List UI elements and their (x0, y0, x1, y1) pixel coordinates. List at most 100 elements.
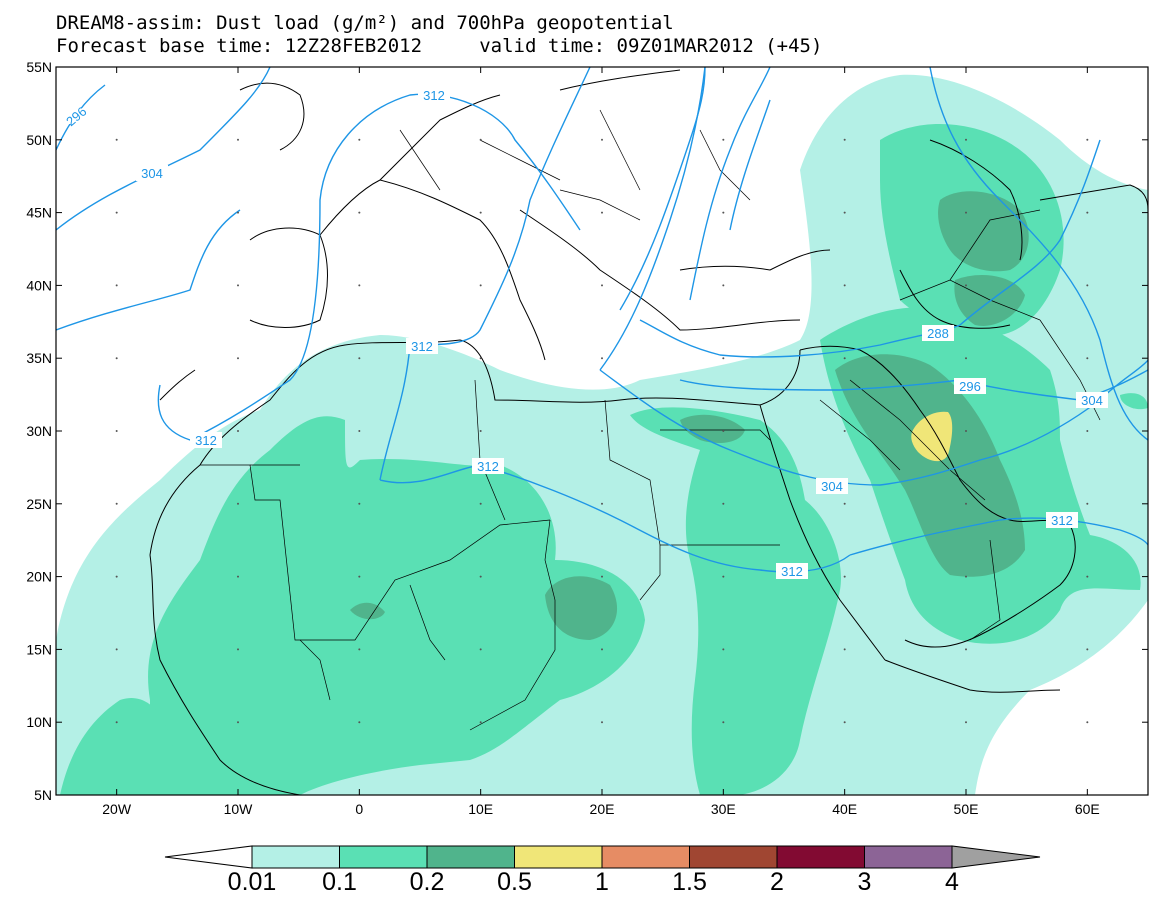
grid-dot (601, 575, 603, 578)
grid-dot (601, 357, 603, 360)
grid-dot (1086, 721, 1089, 724)
grid-dot (115, 211, 118, 214)
grid-dot (358, 138, 361, 141)
lon-label: 60E (1075, 801, 1100, 817)
colorbar-level-label: 0.1 (322, 868, 357, 896)
grid-dot (479, 502, 482, 505)
colorbar-level-label: 0.5 (497, 868, 532, 896)
grid-dot (358, 284, 361, 287)
colorbar-segment (426, 845, 515, 869)
grid-dot (722, 648, 725, 651)
grid-dot (358, 575, 361, 578)
grid-dot (722, 284, 725, 287)
svg-text:288: 288 (927, 326, 949, 341)
lon-label: 0 (355, 801, 363, 817)
svg-text:312: 312 (195, 433, 217, 448)
grid-dot (965, 284, 967, 287)
grid-dot (115, 502, 118, 505)
colorbar-level-label: 2 (770, 868, 784, 896)
grid-dot (722, 211, 725, 214)
coastlines (149, 69, 1148, 795)
grid-dot (965, 648, 967, 651)
lon-label: 20W (102, 801, 132, 817)
colorbar-level-label: 1 (595, 868, 609, 896)
grid-dot (1086, 284, 1089, 287)
lat-label: 45N (26, 205, 52, 221)
grid-dot (358, 648, 361, 651)
colorbar-segment (339, 845, 428, 869)
grid-dot (722, 575, 725, 578)
contour-label: 304 (136, 165, 168, 181)
grid-dot (479, 648, 482, 651)
longitude-axis: 20W 10W 0 10E 20E 30E 40E 50E 60E (102, 67, 1100, 817)
grid-dot (237, 138, 239, 141)
grid-dot (479, 575, 482, 578)
lat-label: 5N (34, 787, 52, 803)
grid-dot (843, 357, 846, 360)
lat-label: 55N (26, 59, 52, 75)
grid-dot (1086, 138, 1089, 141)
contour-label: 296 (954, 378, 986, 394)
svg-text:296: 296 (959, 379, 981, 394)
grid-dot (722, 357, 725, 360)
grid-dot (843, 211, 846, 214)
grid-dot (601, 502, 603, 505)
grid-dot (237, 284, 239, 287)
map-subtitle: Forecast base time: 12Z28FEB2012 valid t… (56, 35, 823, 57)
contour-label-group: 296 304 312 312 312 312 312 288 296 304 … (62, 87, 1108, 579)
grid-dot (965, 575, 967, 578)
grid-dot (1086, 357, 1089, 360)
grid-dot (843, 502, 846, 505)
lon-label: 10E (468, 801, 493, 817)
grid-dot (237, 575, 239, 578)
dust-layer-yellow (911, 411, 953, 462)
grid-dot (479, 721, 482, 724)
grid-dot (479, 138, 482, 141)
contour-label: 312 (418, 87, 450, 103)
svg-text:312: 312 (781, 564, 803, 579)
contour-label: 304 (1076, 392, 1108, 408)
grid-dot (237, 502, 239, 505)
grid-dot (358, 211, 361, 214)
svg-text:312: 312 (477, 459, 499, 474)
grid-dot (965, 357, 967, 360)
svg-text:312: 312 (1051, 513, 1073, 528)
grid-dot (479, 430, 482, 432)
grid-dot (843, 138, 846, 141)
lat-label: 30N (26, 423, 52, 439)
grid-dot (843, 721, 846, 724)
grid-dot (115, 575, 118, 578)
grid-dot (115, 721, 118, 724)
lon-label: 50E (954, 801, 979, 817)
grid-dot (237, 357, 239, 360)
grid-dot (115, 648, 118, 651)
lon-label: 10W (224, 801, 254, 817)
colorbar-under-triangle (164, 845, 253, 869)
svg-text:304: 304 (141, 166, 163, 181)
lat-label: 35N (26, 350, 52, 366)
colorbar-segment (864, 845, 953, 869)
grid-dot (965, 211, 967, 214)
colorbar-segment (776, 845, 865, 869)
grid-dot (358, 430, 361, 432)
grid-dot (237, 721, 239, 724)
grid-dot (965, 138, 967, 141)
map-title: DREAM8-assim: Dust load (g/m²) and 700hP… (56, 12, 674, 34)
grid-dot (843, 284, 846, 287)
colorbar-segment (251, 845, 340, 869)
grid-dot (358, 357, 361, 360)
grid-dot (965, 502, 967, 505)
contour-label: 312 (1046, 512, 1078, 528)
grid-dot (1086, 575, 1089, 578)
colorbar-segment (514, 845, 603, 869)
grid-dot (237, 430, 239, 432)
grid-dot (358, 502, 361, 505)
lat-label: 25N (26, 496, 52, 512)
lon-label: 30E (711, 801, 736, 817)
svg-text:304: 304 (1081, 393, 1103, 408)
grid-dot (601, 138, 603, 141)
contour-label: 312 (472, 458, 504, 474)
contour-label: 312 (776, 563, 808, 579)
colorbar-level-label: 0.2 (409, 868, 445, 896)
grid-dot (1086, 430, 1089, 432)
